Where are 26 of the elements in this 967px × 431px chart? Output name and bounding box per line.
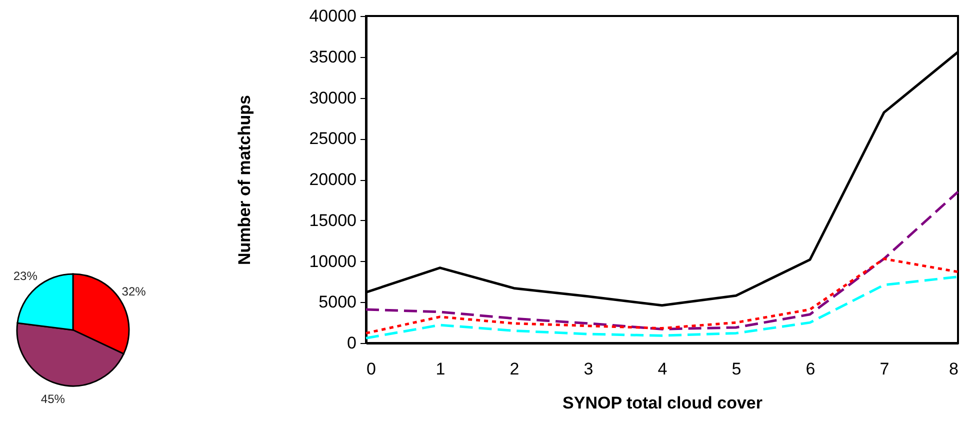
data-label: 23%: [13, 268, 38, 283]
x-tick-label: 8: [949, 360, 958, 378]
y-tick-label: 10000: [309, 252, 356, 271]
x-axis-title: SYNOP total cloud cover: [562, 394, 763, 412]
x-tick-label: 3: [584, 360, 594, 378]
line-series: [364, 276, 960, 340]
y-tick-label: 15000: [309, 210, 356, 230]
x-tick-label: 0: [366, 360, 376, 378]
y-tick-label: 30000: [309, 88, 356, 108]
x-tick-label: 7: [880, 360, 890, 378]
line-series: [364, 190, 960, 330]
x-tick-label: 5: [732, 360, 742, 378]
y-tick-label: 40000: [309, 6, 356, 26]
x-tick-label: 6: [806, 360, 816, 378]
y-tick-label: 0: [347, 334, 356, 352]
x-tick-label: 4: [658, 360, 668, 378]
line-series: [364, 258, 960, 334]
data-label: 45%: [40, 392, 66, 406]
y-tick-label: 5000: [318, 292, 356, 312]
x-tick-label: 2: [510, 360, 520, 378]
y-tick-label: 25000: [309, 129, 356, 148]
y-tick-label: 35000: [309, 47, 356, 66]
x-tick-label: 1: [436, 360, 446, 378]
data-label: 32%: [122, 284, 146, 298]
y-axis-title: Number of matchups: [235, 94, 254, 266]
y-tick-label: 20000: [309, 170, 356, 189]
